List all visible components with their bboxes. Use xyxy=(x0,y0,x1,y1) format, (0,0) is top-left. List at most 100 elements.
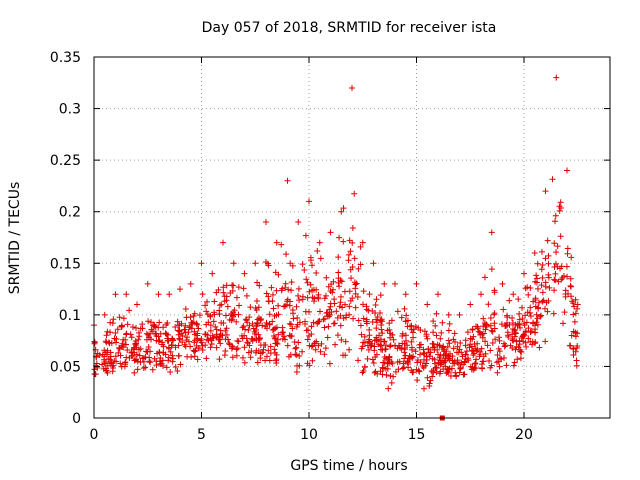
data-point xyxy=(399,332,406,339)
data-point xyxy=(339,352,346,359)
data-point xyxy=(213,344,220,351)
data-point xyxy=(381,338,388,345)
data-point xyxy=(134,366,141,373)
data-point xyxy=(326,360,333,367)
data-point xyxy=(535,305,542,312)
data-point xyxy=(484,342,491,349)
data-point xyxy=(366,332,373,339)
data-point xyxy=(429,340,436,347)
data-point xyxy=(498,321,505,328)
data-point xyxy=(133,324,140,331)
data-point xyxy=(203,355,210,362)
data-point xyxy=(120,315,127,322)
data-point xyxy=(557,233,564,240)
data-point xyxy=(329,289,336,296)
data-point xyxy=(102,365,109,372)
data-point xyxy=(217,340,224,347)
data-point xyxy=(458,349,465,356)
data-point xyxy=(426,349,433,356)
data-point xyxy=(386,326,393,333)
data-point xyxy=(145,318,152,325)
data-point xyxy=(451,330,458,337)
data-point xyxy=(140,365,147,372)
data-point xyxy=(330,320,337,327)
data-point xyxy=(454,343,461,350)
data-point xyxy=(534,315,541,322)
data-point xyxy=(394,308,401,315)
data-point xyxy=(169,336,176,343)
data-point xyxy=(456,369,463,376)
data-point xyxy=(295,219,302,226)
data-point xyxy=(542,338,549,345)
data-point xyxy=(399,340,406,347)
data-point xyxy=(241,270,248,277)
data-point xyxy=(279,324,286,331)
data-point xyxy=(346,311,353,318)
data-point xyxy=(424,335,431,342)
data-point xyxy=(398,314,405,321)
data-point xyxy=(155,291,162,298)
data-point xyxy=(169,352,176,359)
data-point xyxy=(167,348,174,355)
data-point xyxy=(387,342,394,349)
data-point xyxy=(501,343,508,350)
data-point xyxy=(122,336,129,343)
data-point xyxy=(104,369,111,376)
data-point xyxy=(146,358,153,365)
data-point xyxy=(373,351,380,358)
data-point xyxy=(309,262,316,269)
data-point xyxy=(552,270,559,277)
data-point xyxy=(509,331,516,338)
data-point xyxy=(424,374,431,381)
data-point xyxy=(295,285,302,292)
data-point xyxy=(159,362,166,369)
data-point xyxy=(163,321,170,328)
data-point xyxy=(182,322,189,329)
data-point xyxy=(106,340,113,347)
data-point xyxy=(430,318,437,325)
data-point xyxy=(570,311,577,318)
data-point xyxy=(175,322,182,329)
data-point xyxy=(519,332,526,339)
data-point xyxy=(148,326,155,333)
data-point xyxy=(188,319,195,326)
data-point xyxy=(360,301,367,308)
data-point xyxy=(204,332,211,339)
data-point xyxy=(348,275,355,282)
data-point xyxy=(503,319,510,326)
data-point xyxy=(506,297,513,304)
data-point xyxy=(226,340,233,347)
data-point xyxy=(147,359,154,366)
data-point xyxy=(390,373,397,380)
data-point xyxy=(431,343,438,350)
data-point xyxy=(542,255,549,262)
data-point xyxy=(347,248,354,255)
data-point xyxy=(470,333,477,340)
data-point xyxy=(307,281,314,288)
data-point xyxy=(546,284,553,291)
data-point xyxy=(199,291,206,298)
data-point xyxy=(491,320,498,327)
data-point xyxy=(512,330,519,337)
data-point xyxy=(322,345,329,352)
data-point xyxy=(223,282,230,289)
data-point xyxy=(510,291,517,298)
data-point xyxy=(399,365,406,372)
data-point xyxy=(542,188,549,195)
data-point xyxy=(92,371,99,378)
data-point xyxy=(333,308,340,315)
data-point xyxy=(145,344,152,351)
data-point xyxy=(539,289,546,296)
data-point xyxy=(381,338,388,345)
data-point xyxy=(123,354,130,361)
data-point xyxy=(101,347,108,354)
data-point xyxy=(262,323,269,330)
data-point xyxy=(492,336,499,343)
data-point xyxy=(551,218,558,225)
data-point xyxy=(515,296,522,303)
data-point xyxy=(117,352,124,359)
data-point xyxy=(316,318,323,325)
data-point xyxy=(265,298,272,305)
data-point xyxy=(371,337,378,344)
data-point xyxy=(286,320,293,327)
